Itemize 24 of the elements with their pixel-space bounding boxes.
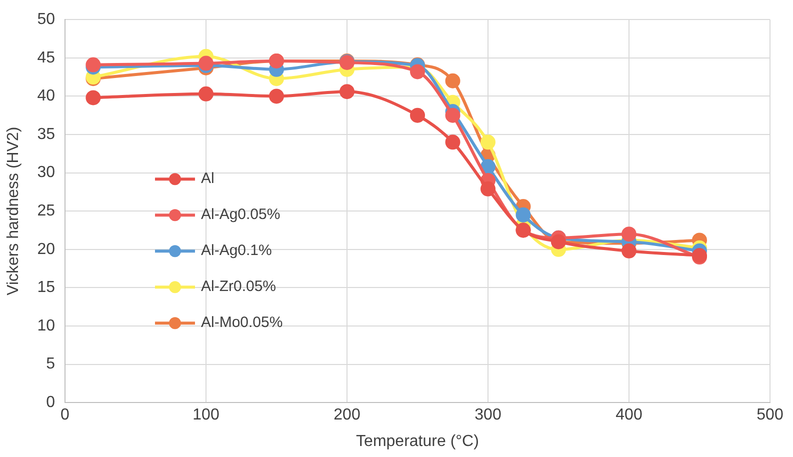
y-tick-label: 45 — [37, 49, 56, 66]
x-tick-label: 500 — [756, 406, 784, 424]
y-tick-label: 5 — [46, 356, 56, 373]
y-tick-label: 10 — [37, 317, 56, 334]
legend-label: Al — [200, 170, 214, 188]
y-tick-label: 0 — [46, 394, 56, 412]
x-tick-label: 0 — [60, 406, 70, 424]
y-tick-label: 20 — [37, 240, 56, 258]
x-tick-label: 200 — [334, 406, 360, 424]
legend-label: Al-Mo0.05% — [200, 314, 283, 332]
y-tick-label: 30 — [37, 164, 56, 182]
x-tick-label: 300 — [474, 406, 502, 424]
y-tick-label: 35 — [37, 126, 56, 143]
y-tick-label: 25 — [37, 202, 56, 220]
y-tick-label: 50 — [37, 11, 56, 28]
legend-label: Al-Zr0.05% — [200, 278, 276, 296]
x-tick-label: 400 — [616, 406, 642, 424]
x-axis-title: Temperature (°C) — [356, 432, 479, 450]
legend-label: Al-Ag0.1% — [200, 242, 272, 260]
y-tick-label: 40 — [37, 88, 56, 105]
y-tick-label: 15 — [37, 279, 56, 296]
legend-label: Al-Ag0.05% — [200, 206, 280, 224]
y-axis-title: Vickers hardness (HV2) — [5, 126, 22, 296]
x-tick-label: 100 — [192, 406, 220, 424]
